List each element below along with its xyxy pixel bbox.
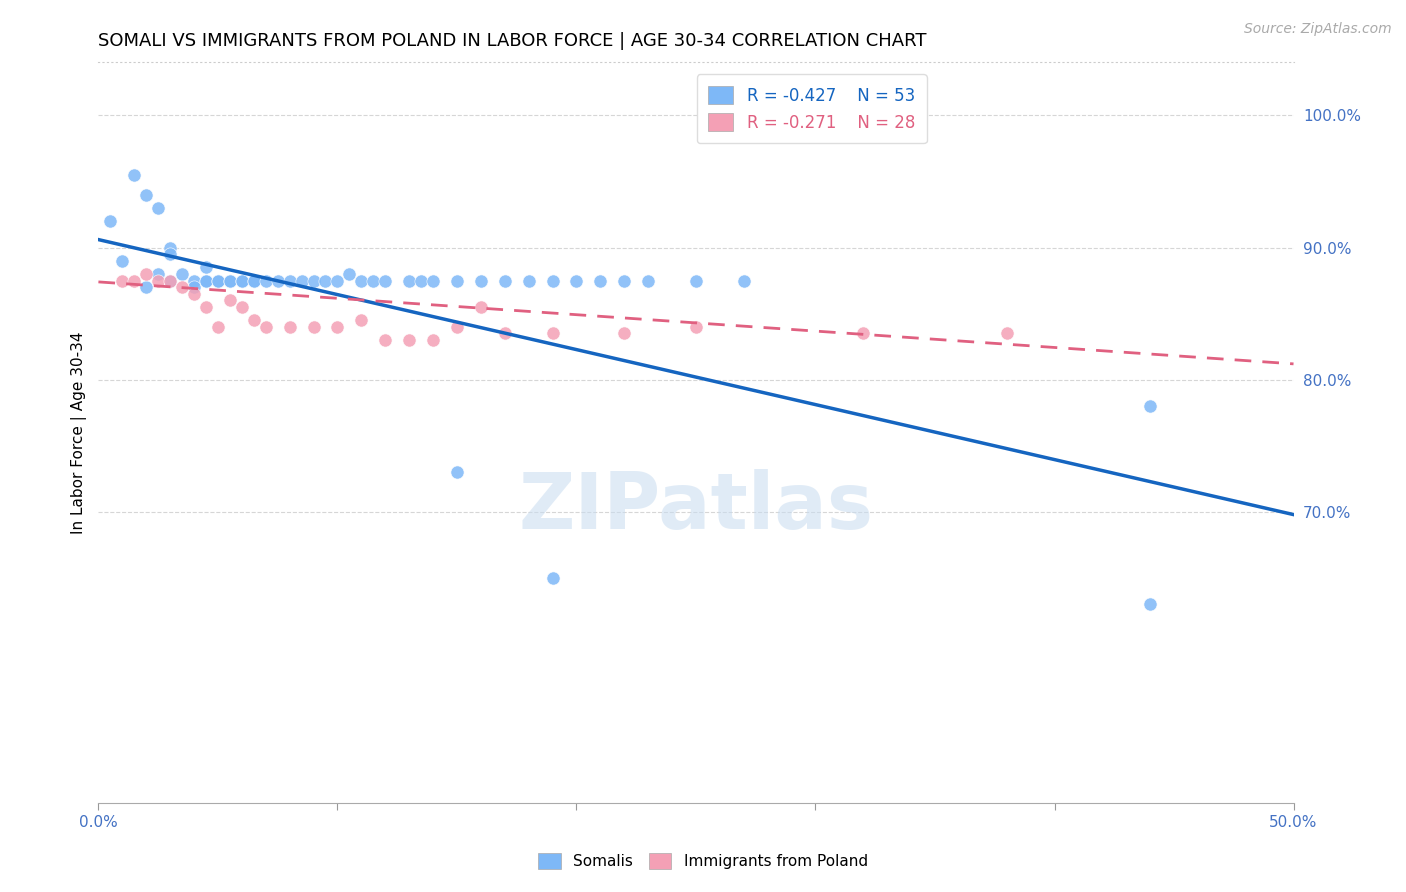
Point (159, 274, 181, 288)
Point (1139, 598, 1161, 612)
Point (685, 274, 707, 288)
Point (207, 319, 229, 334)
Point (195, 274, 218, 288)
Point (231, 300, 253, 314)
Legend: Somalis, Immigrants from Poland: Somalis, Immigrants from Poland (531, 847, 875, 875)
Point (231, 274, 253, 288)
Point (374, 274, 396, 288)
Point (302, 319, 325, 334)
Point (291, 274, 314, 288)
Point (278, 274, 301, 288)
Point (613, 274, 636, 288)
Point (422, 274, 444, 288)
Point (398, 333, 420, 347)
Point (637, 274, 659, 288)
Point (565, 274, 588, 288)
Y-axis label: In Labor Force | Age 30-34: In Labor Force | Age 30-34 (72, 331, 87, 534)
Point (411, 274, 433, 288)
Point (350, 313, 373, 327)
Point (159, 240, 181, 255)
Point (195, 300, 218, 314)
Point (733, 274, 755, 288)
Point (267, 274, 290, 288)
Point (207, 274, 229, 288)
Point (124, 274, 146, 288)
Point (302, 274, 325, 288)
Point (219, 274, 242, 288)
Point (124, 168, 146, 182)
Point (363, 274, 385, 288)
Point (339, 267, 361, 281)
Point (254, 274, 277, 288)
Point (852, 326, 875, 341)
Point (374, 333, 396, 347)
Point (470, 274, 492, 288)
Point (541, 571, 564, 585)
Point (446, 465, 468, 479)
Point (148, 267, 170, 281)
Point (494, 326, 516, 341)
Point (326, 319, 349, 334)
Point (541, 274, 564, 288)
Point (219, 274, 242, 288)
Point (98, 214, 122, 228)
Text: Source: ZipAtlas.com: Source: ZipAtlas.com (1244, 22, 1392, 37)
Point (135, 267, 157, 281)
Text: ZIPatlas: ZIPatlas (519, 468, 873, 545)
Point (350, 274, 373, 288)
Point (243, 313, 266, 327)
Point (159, 274, 181, 288)
Point (195, 274, 218, 288)
Point (111, 253, 134, 268)
Point (278, 319, 301, 334)
Point (243, 274, 266, 288)
Point (183, 274, 205, 288)
Point (517, 274, 540, 288)
Point (243, 274, 266, 288)
Point (589, 274, 612, 288)
Point (1139, 399, 1161, 413)
Point (219, 293, 242, 308)
Point (148, 201, 170, 215)
Point (315, 274, 337, 288)
Legend: R = -0.427    N = 53, R = -0.271    N = 28: R = -0.427 N = 53, R = -0.271 N = 28 (696, 74, 927, 144)
Point (111, 274, 134, 288)
Point (183, 286, 205, 301)
Point (541, 326, 564, 341)
Point (135, 280, 157, 294)
Point (254, 319, 277, 334)
Point (446, 319, 468, 334)
Text: SOMALI VS IMMIGRANTS FROM POLAND IN LABOR FORCE | AGE 30-34 CORRELATION CHART: SOMALI VS IMMIGRANTS FROM POLAND IN LABO… (98, 32, 927, 50)
Point (685, 319, 707, 334)
Point (172, 267, 194, 281)
Point (995, 326, 1018, 341)
Point (494, 274, 516, 288)
Point (422, 333, 444, 347)
Point (446, 274, 468, 288)
Point (172, 280, 194, 294)
Point (159, 247, 181, 261)
Point (231, 274, 253, 288)
Point (398, 274, 420, 288)
Point (195, 260, 218, 275)
Point (470, 300, 492, 314)
Point (207, 274, 229, 288)
Point (135, 187, 157, 202)
Point (148, 274, 170, 288)
Point (326, 274, 349, 288)
Point (613, 326, 636, 341)
Point (183, 280, 205, 294)
